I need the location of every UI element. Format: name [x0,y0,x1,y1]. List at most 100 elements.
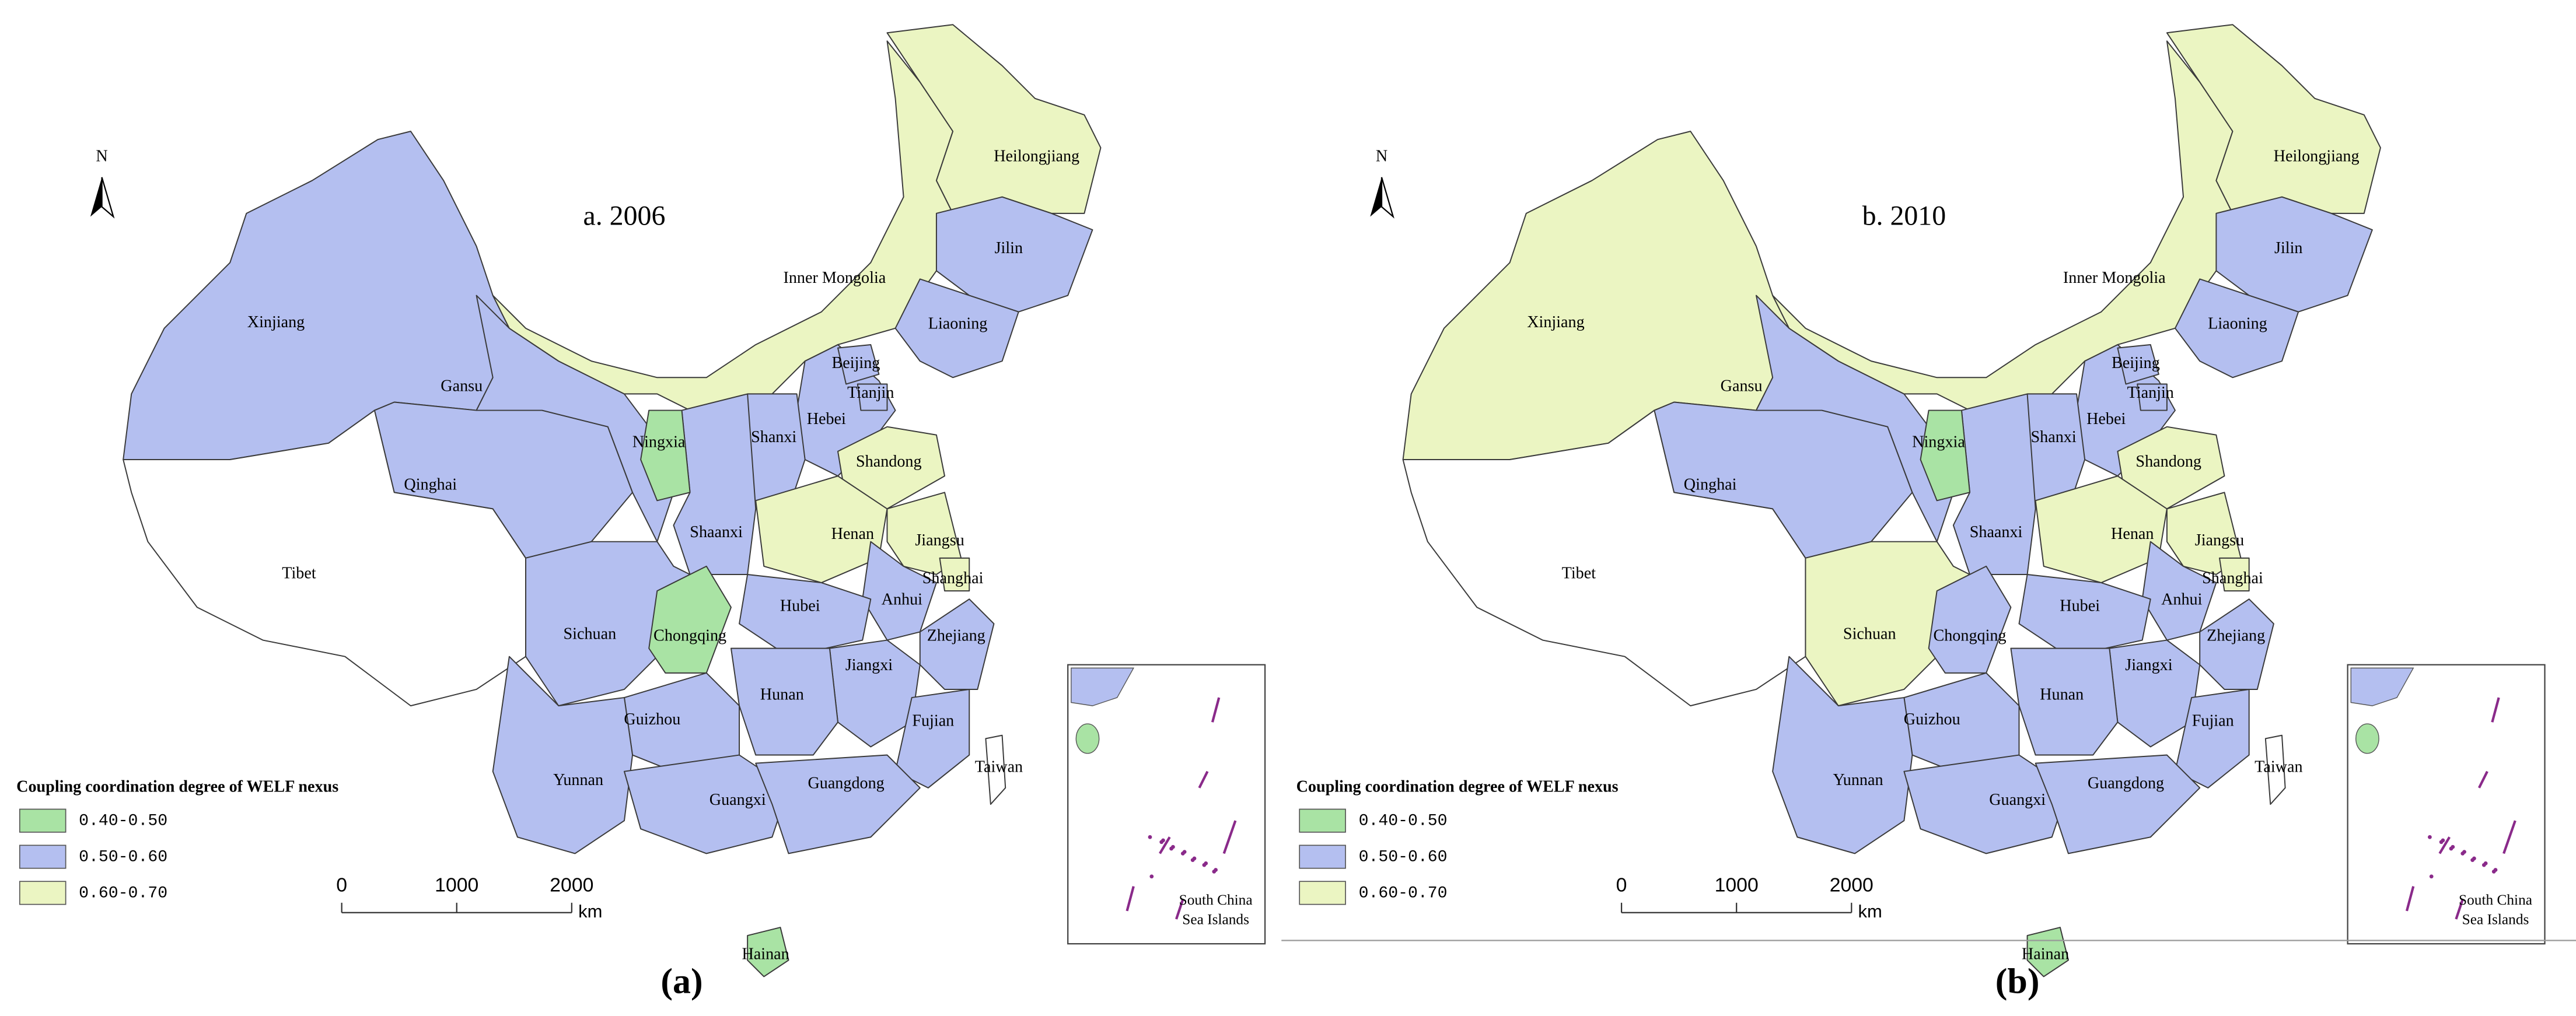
province-label: Jilin [2274,239,2302,257]
province-label: Tianjin [2127,384,2174,402]
inset-islet [2493,868,2498,872]
inset-islet [1171,845,1175,849]
province [2264,734,2286,805]
inset-islet [2472,856,2476,861]
province [935,196,1093,313]
province-label: Sichuan [564,625,617,643]
province-label: Taiwan [975,758,1023,776]
inset-label: South China [2459,892,2532,908]
inset-boundary [1222,820,1237,854]
legend-swatch [19,808,67,833]
province-label: Zhejiang [927,626,985,644]
province-label: Tibet [282,564,316,582]
legend-swatch [1299,808,1346,833]
legend-label: 0.50-0.60 [79,848,167,866]
province [1772,656,1913,854]
province-label: Tibet [1562,564,1596,582]
inset-boundary [2455,899,2464,920]
province-label: Yunnan [1833,771,1883,789]
inset-island [2355,723,2379,754]
legend-title: Coupling coordination degree of WELF nex… [1296,777,1619,796]
province-label: Liaoning [2208,315,2267,333]
province [2215,196,2373,313]
province-label: Taiwan [2255,758,2302,776]
province-label: Hunan [760,686,804,704]
inset-island [1075,723,1100,754]
inset-frame [1067,664,1266,945]
inset-islet [2441,838,2445,843]
inset-boundary [2502,820,2516,854]
inset-islet [1149,874,1154,879]
north-arrow [1370,177,1382,217]
province [894,688,970,789]
province-label: Hubei [780,597,820,615]
province [755,754,921,854]
scale-unit: km [578,901,602,922]
province-label: Liaoning [928,315,988,333]
legend-title: Coupling coordination degree of WELF nex… [16,777,338,796]
province-label: Jiangxi [845,656,893,674]
province-label: Guangdong [808,775,884,793]
province [1952,393,2036,575]
north-arrow [101,177,115,219]
inset-boundary [1175,899,1184,920]
inset-boundary [2491,697,2500,723]
province-label: Inner Mongolia [2063,269,2166,287]
map-panel: Xinjiang Tibet Qinghai Gansu Inner Mongolia H… [1296,24,2546,1001]
panel-caption: (b) [1995,962,2040,1001]
inset-boundary [2477,770,2488,789]
province-label: Guangdong [2088,775,2164,793]
legend-swatch [19,845,67,869]
province-label: Hainan [2022,945,2069,963]
province [640,409,691,502]
inset-label: Sea Islands [1182,912,1249,928]
inset-boundary [2438,836,2451,854]
north-label: N [96,148,107,166]
province [2166,24,2381,214]
province [2026,927,2069,978]
panel-caption: (a) [660,962,702,1001]
province-label: Hainan [742,945,789,963]
scale-label: 0 [1616,874,1627,896]
province-label: Beijing [2112,354,2160,372]
province-label: Shanghai [922,569,984,587]
province-label: Jiangxi [2125,656,2172,674]
legend-swatch [19,881,67,905]
province [492,656,634,854]
province-label: Guangxi [1989,791,2046,809]
province-label: Henan [2111,525,2154,543]
province-label: Chongqing [1933,626,2006,644]
province [673,393,757,575]
inset-islet [1204,861,1208,866]
province [1920,409,1970,502]
province [2219,557,2250,592]
province-label: Hebei [807,410,846,428]
scale-label: 1000 [435,874,478,896]
province [2117,344,2159,385]
province-label: Beijing [832,354,880,372]
panel-title: a. 2006 [583,200,666,231]
legend-swatch [1299,881,1346,905]
inset-boundary [2405,886,2415,912]
inset-boundary [1211,697,1221,723]
province-label: Shaanxi [690,523,743,541]
province-label: Gansu [1721,377,1763,395]
scale-unit: km [1858,901,1882,922]
province-label: Hunan [2040,686,2084,704]
inset-frame [2347,664,2546,945]
scale-label: 2000 [1830,874,1874,896]
province-label: Yunnan [553,771,603,789]
province [886,24,1102,214]
scale-label: 0 [336,874,347,896]
province [739,573,872,657]
province-label: Inner Mongolia [783,269,886,287]
scale-label: 2000 [550,874,593,896]
inset-islet [1192,856,1197,861]
panel-title: b. 2010 [1862,200,1946,231]
province [2166,492,2242,575]
province [123,409,527,707]
province [2174,688,2250,789]
province [985,734,1006,805]
province-label: Qinghai [1684,475,1737,493]
